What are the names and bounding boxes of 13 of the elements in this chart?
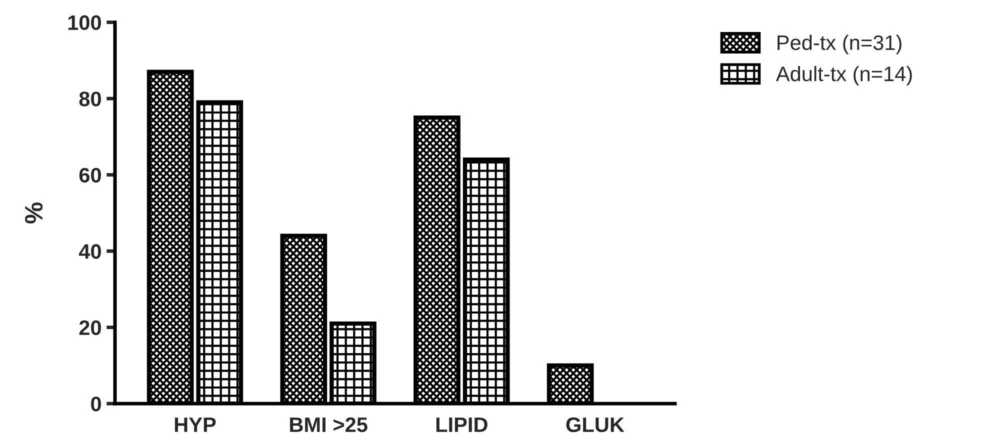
legend-label: Ped-tx (n=31) [778, 34, 902, 54]
y-tick-label: 0 [91, 396, 101, 412]
y-axis-title: % [25, 202, 43, 224]
y-tick-label: 60 [79, 168, 101, 183]
x-tick-label: GLUK [566, 417, 624, 432]
y-tick-label: 80 [79, 92, 101, 106]
x-tick-label: HYP [174, 418, 216, 432]
x-tick-label: BMI >25 [290, 417, 368, 432]
y-tick-label: 40 [78, 244, 101, 259]
legend-label: Adult-tx (n=14) [776, 66, 912, 86]
x-tick-label: LIPID [436, 418, 488, 432]
y-tick-label: 20 [79, 320, 101, 336]
y-tick-label: 100 [68, 15, 101, 30]
